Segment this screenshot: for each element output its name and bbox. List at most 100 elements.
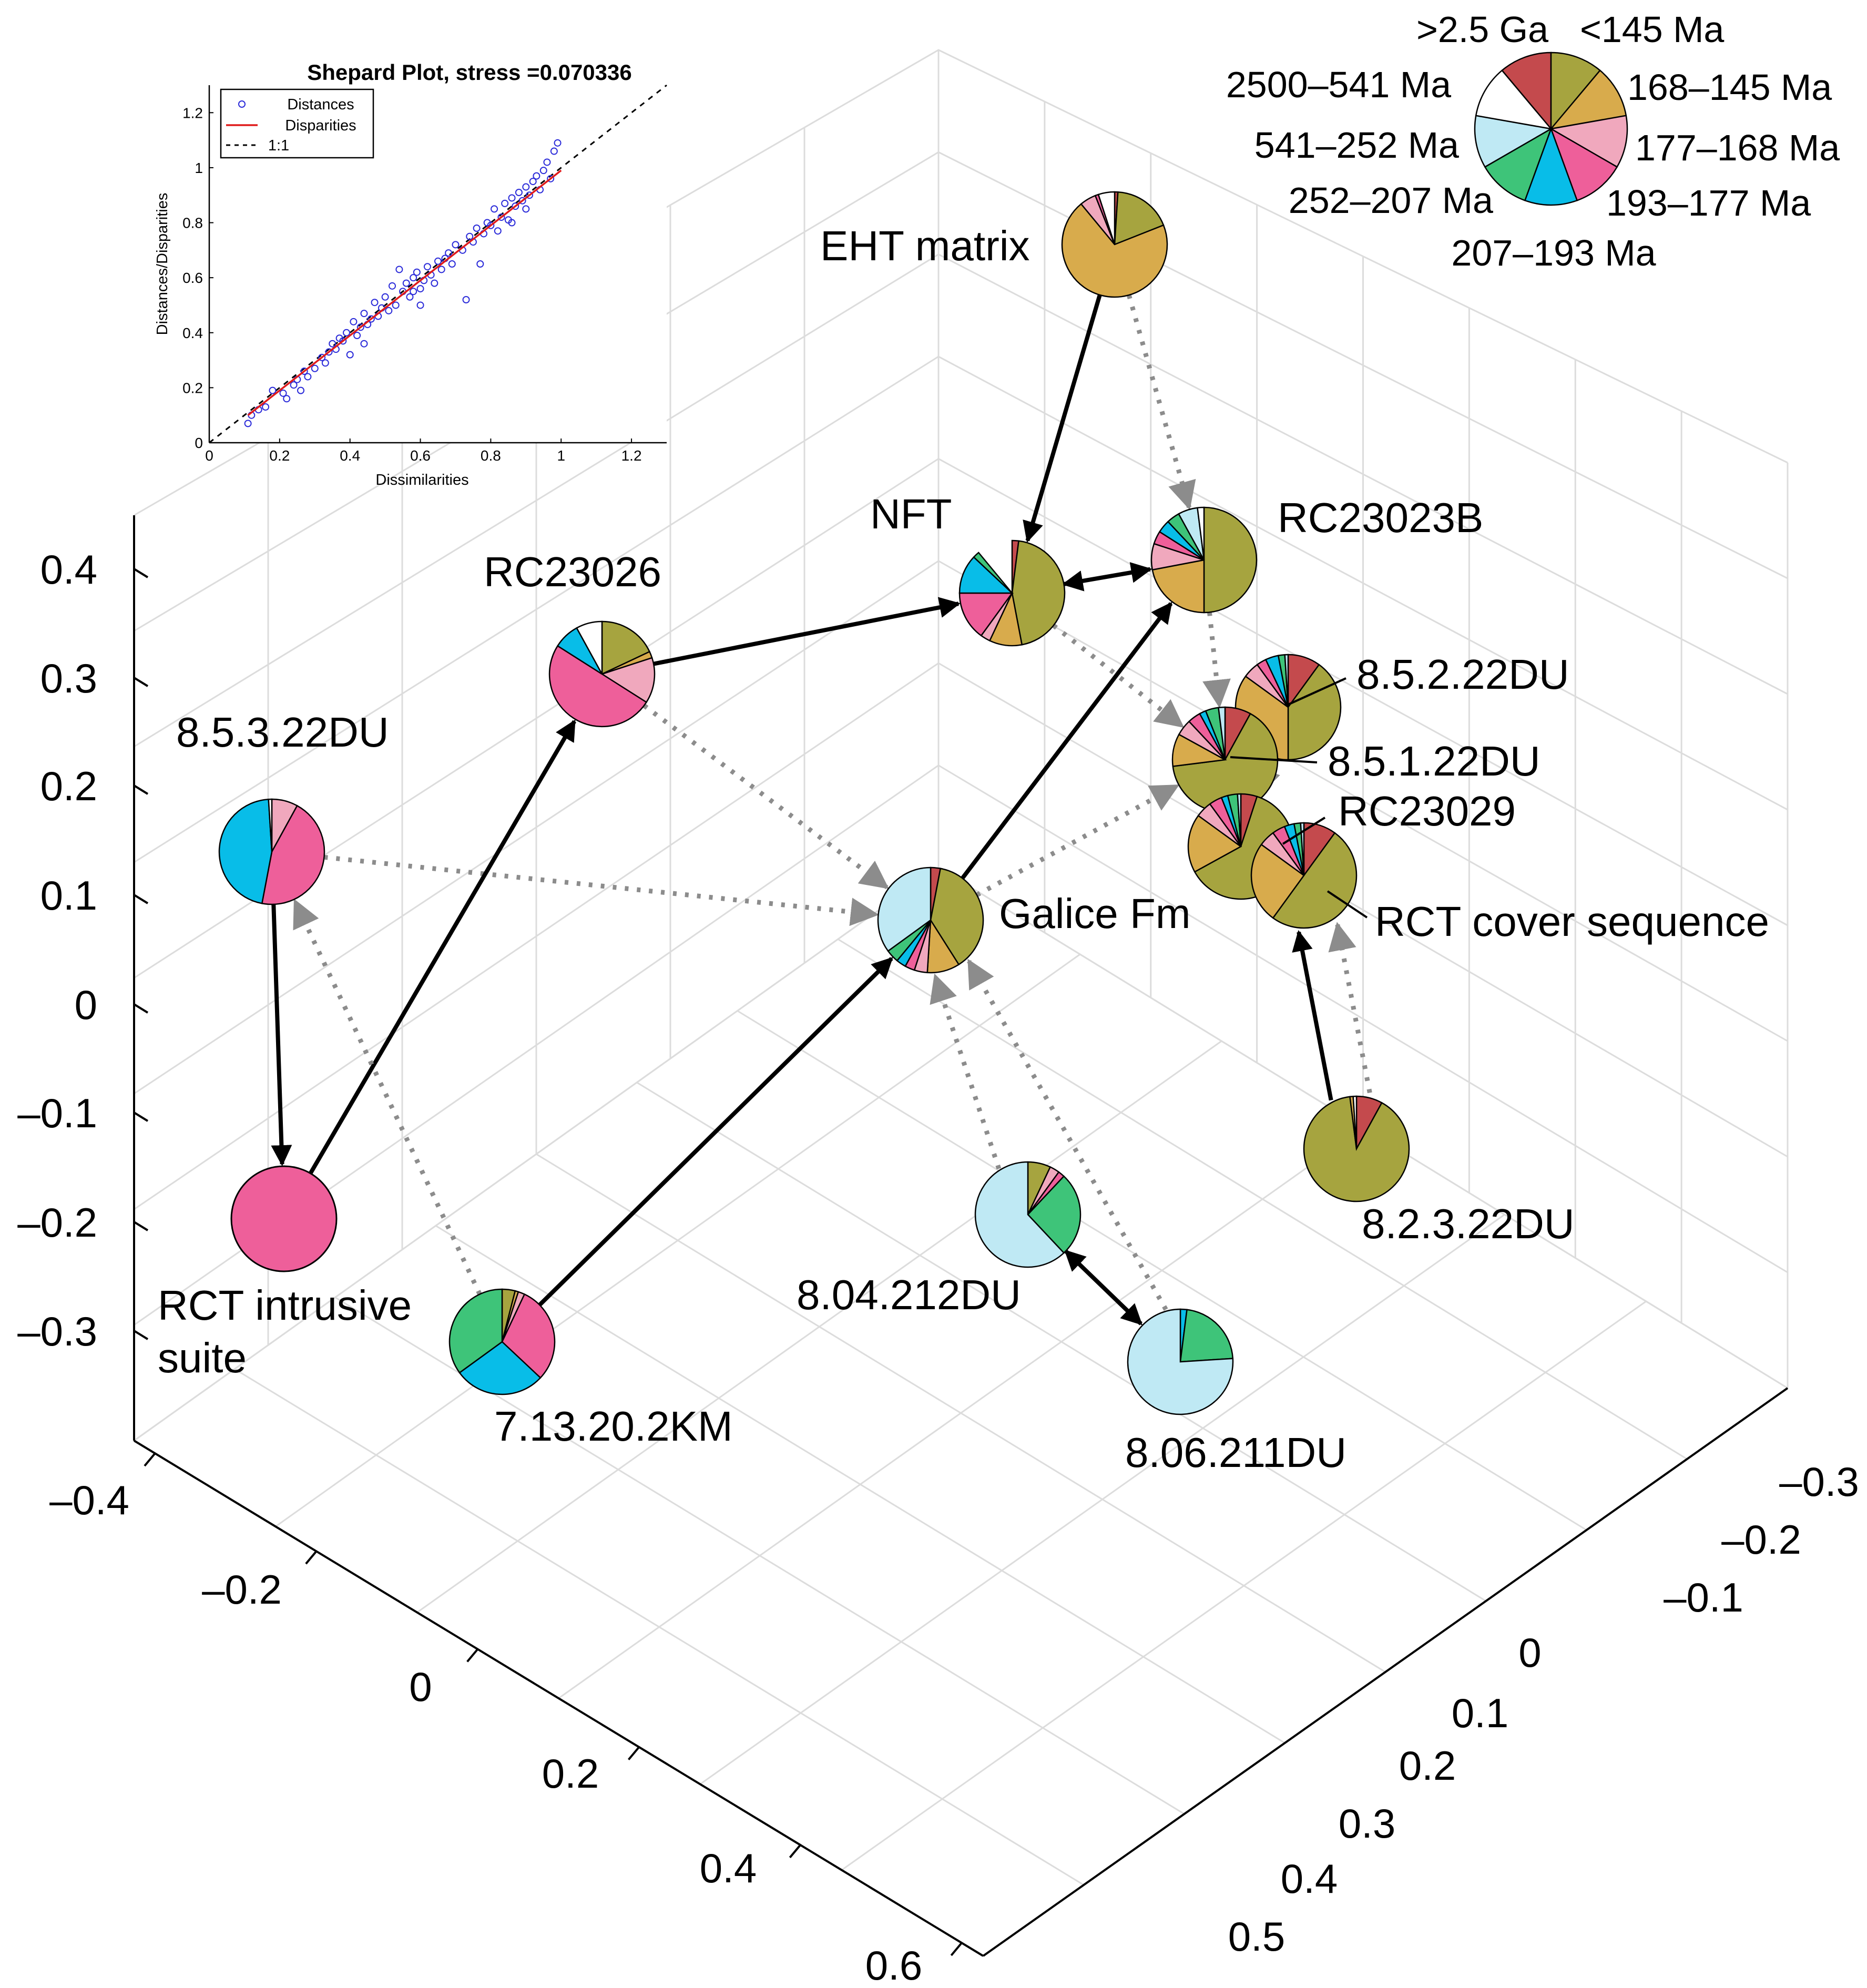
inset-distance-point <box>392 301 400 309</box>
grid-line <box>435 1225 1286 1744</box>
pie-slice <box>1187 814 1242 873</box>
legend-label: 193–177 Ma <box>1606 182 1811 223</box>
inset-distance-point <box>269 386 277 394</box>
x-tick-label: 0.6 <box>865 1942 922 1988</box>
pie-slice <box>958 556 1014 594</box>
inset-distance-point <box>290 381 298 389</box>
pie-rc23026 <box>549 620 656 727</box>
inset-y-tick-label: 0.4 <box>182 325 203 341</box>
pie-slice <box>448 1288 503 1374</box>
connection-arrow <box>930 973 1002 1170</box>
inset-distance-point <box>526 191 533 199</box>
inset-xlabel: Dissimilarities <box>375 472 468 488</box>
inset-distance-point <box>547 175 555 182</box>
inset-distance-point <box>539 167 547 175</box>
x-tick <box>950 1942 963 1956</box>
age-legend: >2.5 Ga 2500–541 Ma 541–252 Ma 252–207 Ma 20… <box>1226 9 1840 273</box>
x-tick <box>789 1844 801 1859</box>
leader-line <box>1282 817 1326 845</box>
pie-nft <box>958 539 1066 647</box>
pie-slice <box>1179 1309 1234 1363</box>
sample-label-galice: Galice Fm <box>999 890 1191 937</box>
inset-distance-point <box>346 351 354 359</box>
inset-distance-point <box>360 340 368 348</box>
inset-x-tick-label: 1 <box>557 447 565 464</box>
y-axis-line <box>982 1387 1789 1957</box>
pie-slice <box>1284 654 1289 708</box>
legend-label: 541–252 Ma <box>1254 125 1459 166</box>
inset-distance-point <box>508 219 516 227</box>
legend-label: 168–145 Ma <box>1627 67 1832 108</box>
y-tick-label: 0.4 <box>1281 1856 1338 1902</box>
legend-label: 177–168 Ma <box>1635 127 1840 168</box>
inset-distance-point <box>402 279 410 287</box>
pie-slice <box>1097 191 1116 245</box>
inset-x-tick-label: 1.2 <box>621 447 642 464</box>
inset-distance-point <box>311 364 319 372</box>
pie-d8232 <box>1303 1095 1410 1202</box>
inset-distance-point <box>325 348 333 356</box>
inset-distance-point <box>437 266 445 273</box>
connection-arrow <box>324 854 879 926</box>
inset-distance-point <box>550 147 558 155</box>
pie-d804 <box>974 1161 1082 1268</box>
grid-line <box>837 938 1688 1460</box>
inset-title: Shepard Plot, stress =0.070336 <box>307 60 632 85</box>
legend-slice <box>1501 52 1552 131</box>
pie-slice <box>1127 1308 1234 1415</box>
grid-line <box>134 662 1788 1210</box>
inset-distance-point <box>262 403 270 411</box>
pie-slice <box>1352 1095 1358 1149</box>
z-tick-label: 0.3 <box>40 655 97 701</box>
sample-label-rc23023b: RC23023B <box>1278 494 1483 541</box>
pie-eht <box>1061 191 1168 298</box>
pie-rctint <box>230 1165 338 1272</box>
grid-line <box>536 1153 1386 1673</box>
inset-distance-point <box>371 299 379 307</box>
y-tick-label: 0.2 <box>1399 1742 1456 1789</box>
z-tick <box>133 1330 149 1340</box>
inset-distance-point <box>300 368 308 375</box>
inset-distance-point <box>395 266 403 273</box>
legend-slice <box>1484 127 1553 201</box>
inset-distance-point <box>385 307 393 314</box>
pie-slice <box>1114 191 1165 246</box>
inset-ylabel: Distances/Disparities <box>154 193 171 335</box>
inset-y-tick-label: 0.6 <box>182 270 203 286</box>
inset-disparity-line <box>247 169 562 416</box>
pie-slice <box>549 645 648 727</box>
leader-line <box>1230 756 1318 763</box>
inset-distance-point <box>473 225 481 232</box>
legend-slice <box>1550 52 1601 131</box>
pie-slice <box>877 866 932 952</box>
connection-arrow <box>1023 294 1102 543</box>
inset-x-tick-label: 0.6 <box>410 447 431 464</box>
inset-y-tick-label: 1.2 <box>182 105 203 121</box>
sample-pies <box>218 191 1410 1415</box>
connection-arrow <box>1052 624 1185 728</box>
connection-arrow <box>538 957 893 1307</box>
connection-arrow <box>653 597 961 666</box>
inset-distance-point <box>515 189 523 196</box>
legend-label: <145 Ma <box>1580 9 1724 50</box>
grid-line <box>134 764 1788 1326</box>
y-tick-label: 0.3 <box>1339 1800 1395 1847</box>
z-tick <box>133 784 149 795</box>
inset-distance-point <box>416 301 424 309</box>
pie-slice <box>1237 793 1242 847</box>
pie-slice <box>230 1165 338 1272</box>
sample-label-d71320: 7.13.20.2KM <box>494 1403 733 1450</box>
grid-line <box>134 457 1788 979</box>
pie-slice <box>600 657 656 704</box>
inset-distance-point <box>543 158 551 166</box>
y-tick-label: 0.5 <box>1228 1913 1285 1960</box>
inset-distance-point <box>343 329 350 337</box>
sample-label-rctint-line2: suite <box>158 1334 247 1381</box>
x-tick <box>628 1746 640 1760</box>
z-tick <box>133 894 149 904</box>
inset-y-tick-label: 1 <box>195 160 203 176</box>
legend-slice <box>1549 127 1618 201</box>
pie-slice <box>268 798 273 852</box>
sample-label-rc23029: RC23029 <box>1338 788 1516 834</box>
